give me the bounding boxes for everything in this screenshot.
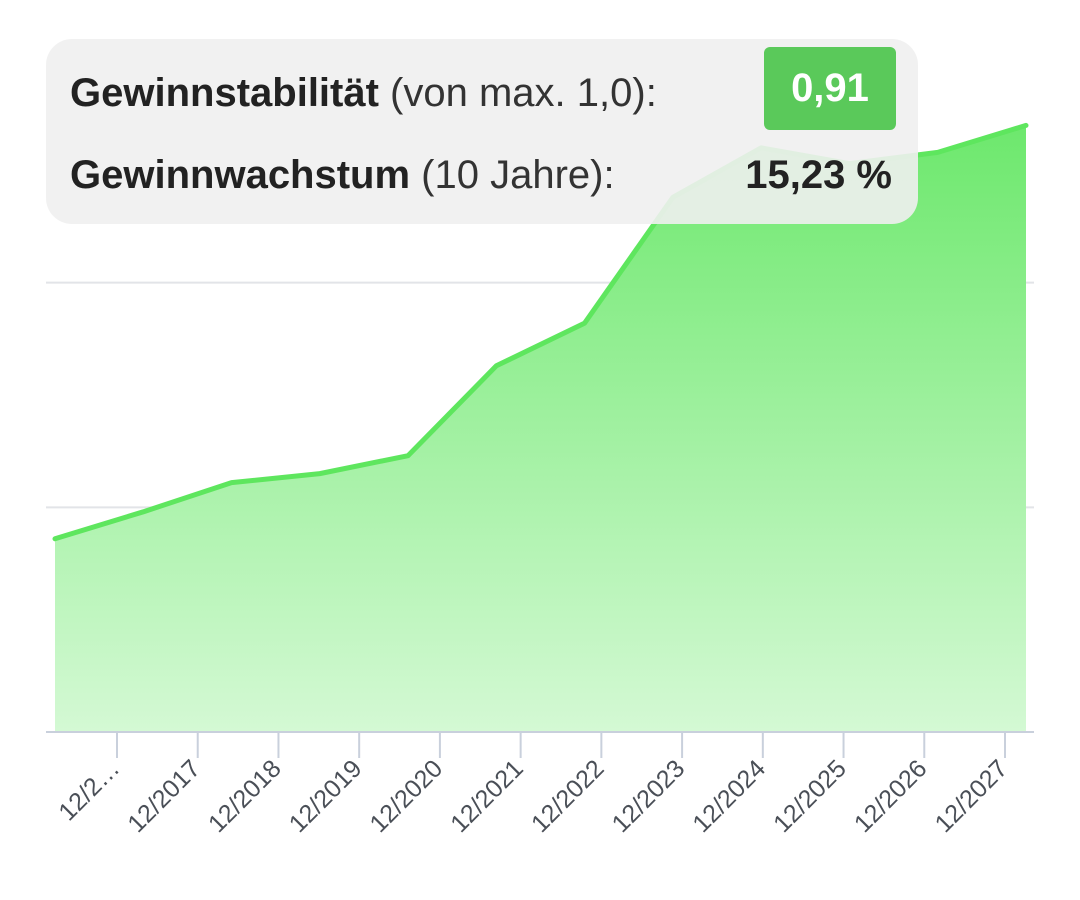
growth-suffix: (10 Jahre): [410, 153, 615, 197]
x-tick-label: 12/2018 [203, 754, 287, 838]
stability-value-badge: 0,91 [764, 47, 896, 130]
x-tick-label: 12/2022 [526, 754, 610, 838]
growth-value: 15,23 % [745, 153, 892, 197]
x-tick-label: 12/2021 [445, 754, 529, 838]
x-axis [46, 731, 1034, 758]
stability-label: Gewinnstabilität [70, 71, 379, 115]
x-tick-label: 12/2025 [768, 754, 852, 838]
area-fill [55, 125, 1026, 732]
stats-panel: Gewinnstabilität (von max. 1,0): 0,91 Ge… [46, 39, 918, 224]
x-tick-labels: 12/2…12/201712/201812/201912/202012/2021… [53, 754, 1013, 838]
x-tick-label: 12/2… [53, 754, 125, 826]
x-tick-label: 12/2020 [364, 754, 448, 838]
x-tick-label: 12/2027 [930, 754, 1014, 838]
x-tick-label: 12/2019 [284, 754, 368, 838]
growth-label: Gewinnwachstum [70, 153, 411, 197]
stability-row: Gewinnstabilität (von max. 1,0): [70, 73, 657, 113]
x-tick-label: 12/2017 [122, 754, 206, 838]
x-tick-label: 12/2026 [849, 754, 933, 838]
stability-suffix: (von max. 1,0): [378, 71, 657, 115]
x-tick-label: 12/2023 [607, 754, 691, 838]
growth-row: Gewinnwachstum (10 Jahre): [70, 155, 615, 195]
x-tick-label: 12/2024 [687, 754, 771, 838]
